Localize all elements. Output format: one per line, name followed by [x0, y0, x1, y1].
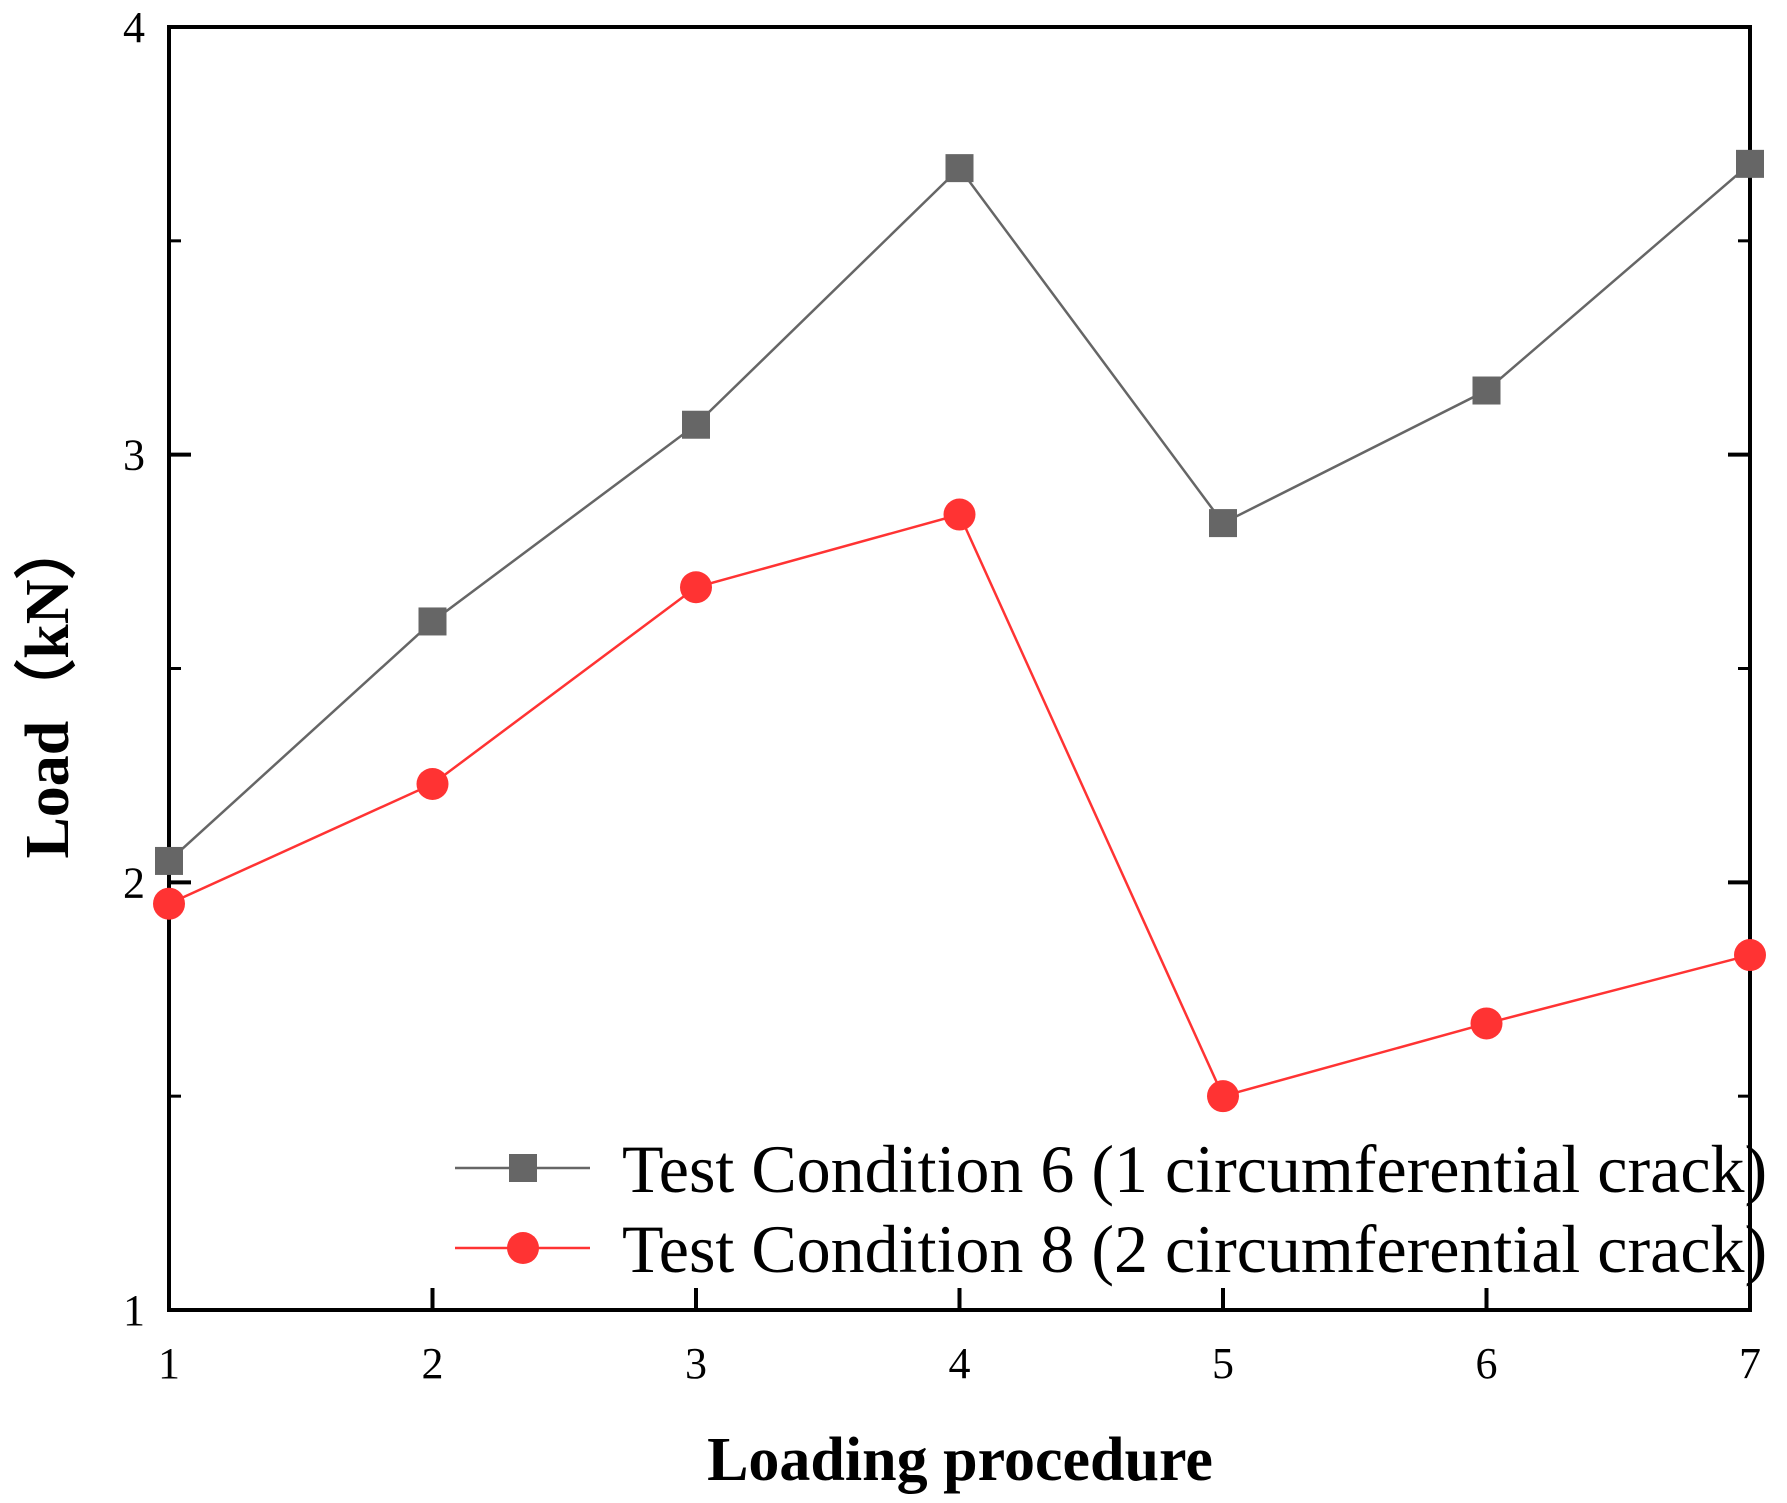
data-point-circle [416, 767, 449, 800]
data-point-circle [1207, 1080, 1239, 1113]
data-point-square [682, 410, 710, 439]
series-layer [153, 149, 1766, 1113]
data-point-circle [943, 498, 976, 531]
data-point-square [1472, 376, 1501, 405]
data-point-square [1209, 509, 1237, 538]
legend-item-2: Test Condition 8 (2 circumferential crac… [455, 1211, 1767, 1287]
data-point-square [155, 846, 183, 875]
data-point-circle [1470, 1007, 1503, 1040]
legend: Test Condition 6 (1 circumferential crac… [455, 1131, 1767, 1287]
y-axis-ticks: 1 2 3 4 [123, 3, 1750, 1335]
data-point-circle [153, 887, 185, 920]
legend-marker-circle [507, 1232, 539, 1264]
legend-label: Test Condition 6 (1 circumferential crac… [622, 1131, 1767, 1207]
axes-frame [167, 25, 1752, 1312]
legend-item-1: Test Condition 6 (1 circumferential crac… [455, 1131, 1767, 1207]
y-axis-title: Load（kN） [12, 517, 82, 858]
legend-label: Test Condition 8 (2 circumferential crac… [622, 1211, 1767, 1287]
legend-marker-square [509, 1154, 537, 1182]
data-point-circle [680, 571, 712, 604]
y-tick-label: 3 [123, 431, 145, 480]
data-point-square [418, 607, 447, 636]
y-tick-label: 4 [123, 3, 145, 52]
data-point-square [1736, 149, 1764, 178]
x-axis-title: Loading procedure [707, 1426, 1213, 1494]
x-tick-label: 3 [685, 1339, 707, 1388]
series-1 [155, 149, 1764, 875]
x-tick-label: 7 [1739, 1339, 1761, 1388]
x-tick-label: 1 [158, 1339, 180, 1388]
x-axis-ticks: 1 2 3 4 5 6 7 [158, 1288, 1761, 1388]
x-tick-label: 5 [1212, 1339, 1234, 1388]
data-point-circle [1734, 939, 1766, 972]
series-line [168, 513, 1751, 1098]
data-point-square [945, 154, 974, 183]
plot-frame [167, 25, 1752, 1312]
x-tick-label: 4 [949, 1339, 971, 1388]
x-tick-label: 2 [422, 1339, 444, 1388]
y-tick-label: 1 [123, 1286, 145, 1335]
y-tick-label: 2 [123, 858, 145, 907]
series-2 [153, 498, 1766, 1113]
x-tick-label: 6 [1476, 1339, 1498, 1388]
